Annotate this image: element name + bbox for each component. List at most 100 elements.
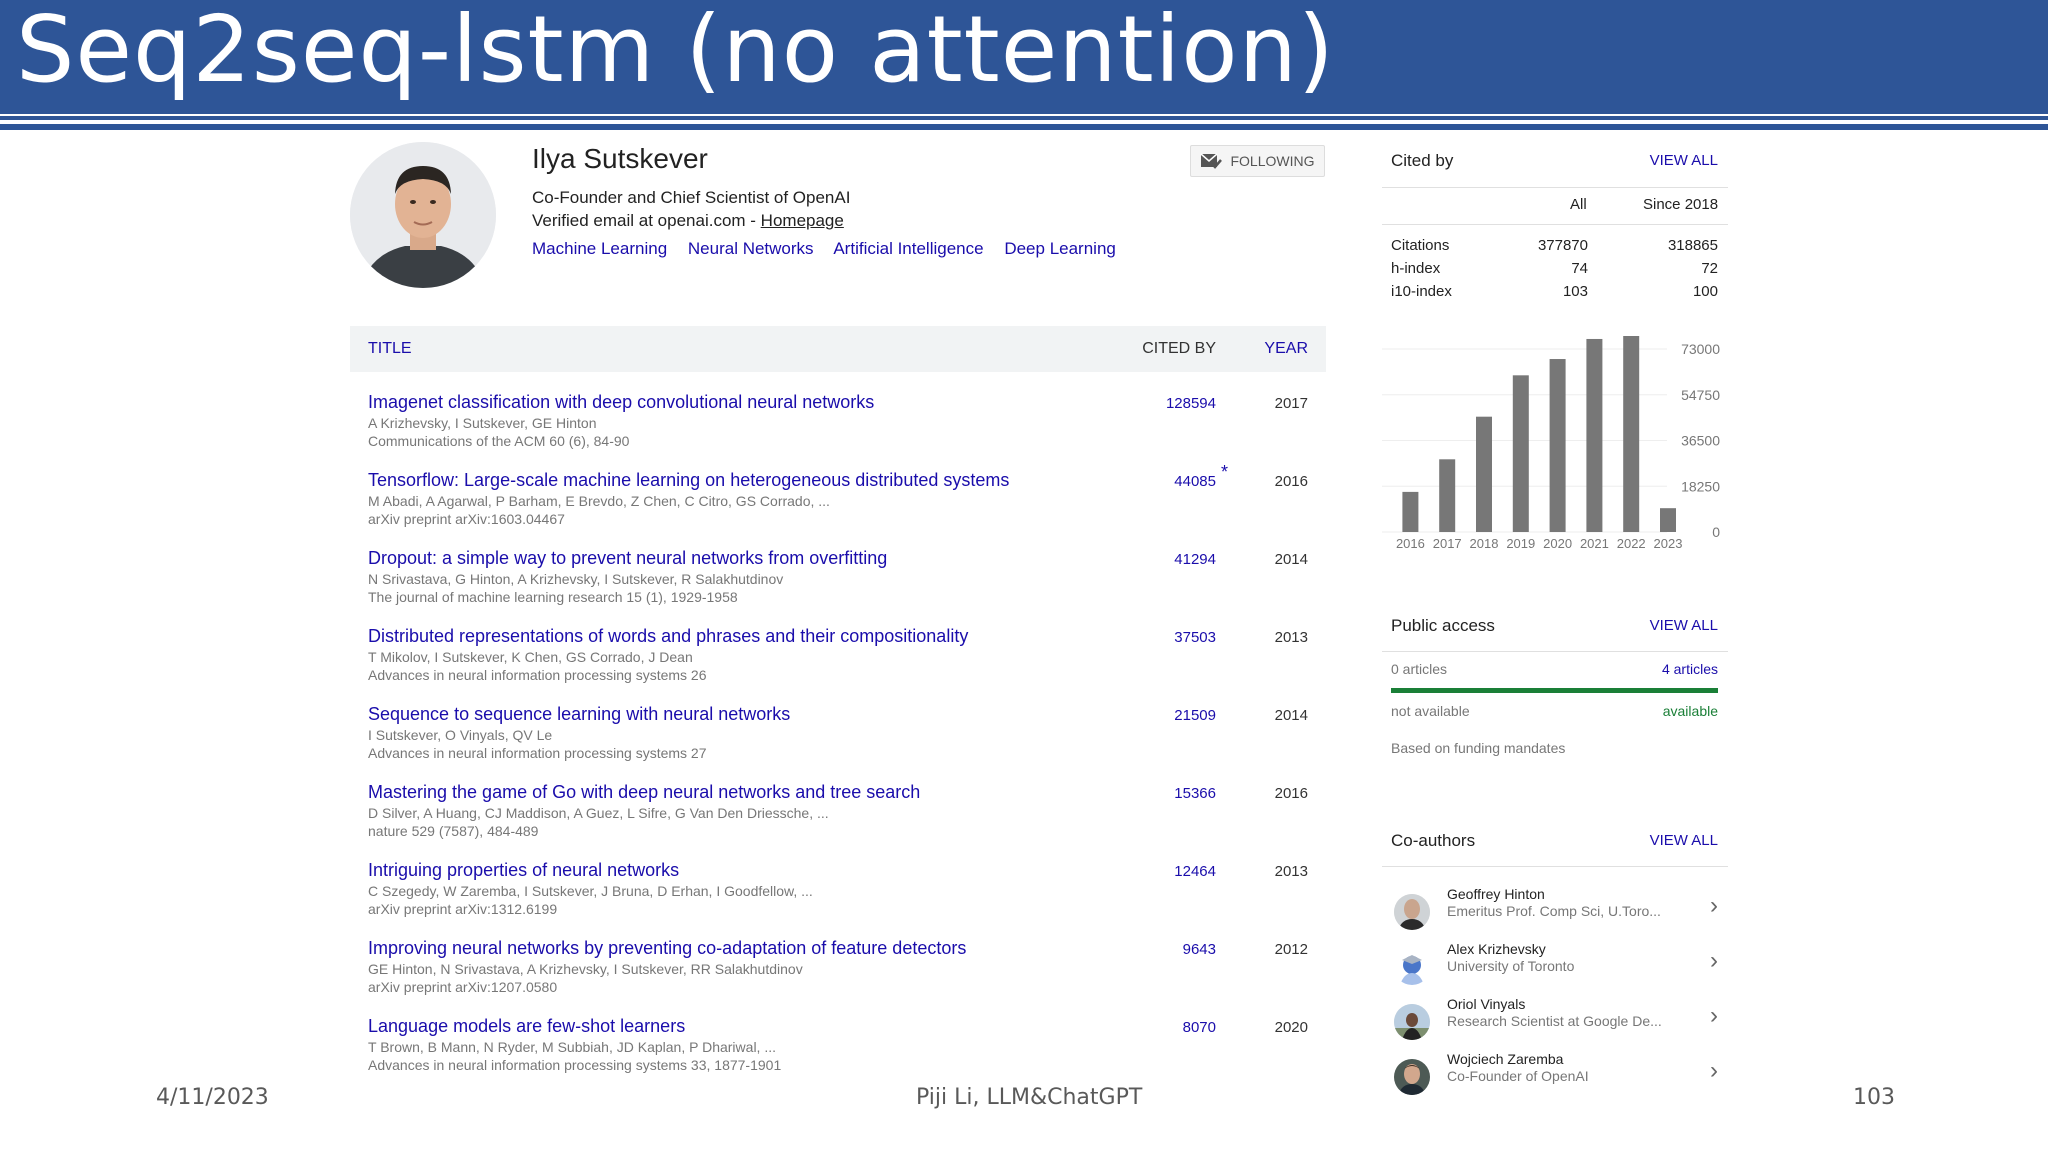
article-venue: arXiv preprint arXiv:1312.6199 [368,901,558,917]
chart-bar[interactable] [1402,491,1419,532]
y-tick-label: 54750 [1681,387,1720,403]
cited-by-count[interactable]: 41294 [1174,551,1216,568]
coauthor-item[interactable]: Oriol Vinyals Research Scientist at Goog… [1382,996,1728,1051]
interest-link[interactable]: Machine Learning [532,239,668,258]
table-header: TITLE CITED BY YEAR [350,326,1326,372]
divider [1382,866,1728,867]
article-title-link[interactable]: Tensorflow: Large-scale machine learning… [368,470,1010,490]
col-title-header[interactable]: TITLE [368,340,412,357]
table-row: Mastering the game of Go with deep neura… [350,782,1326,860]
x-tick-label: 2016 [1396,536,1425,551]
table-row: Language models are few-shot learners T B… [350,1016,1326,1094]
avatar [1394,949,1430,985]
cited-by-count[interactable]: 128594 [1165,395,1216,412]
coauthor-affiliation: University of Toronto [1447,958,1575,974]
public-access-bar [1391,688,1718,693]
metric-all: 74 [1571,260,1588,277]
col-cited-header[interactable]: CITED BY [1142,340,1216,357]
chart-bar[interactable] [1512,375,1529,532]
cited-by-title: Cited by [1391,151,1454,170]
slide-date: 4/11/2023 [156,1085,269,1110]
coauthors-title: Co-authors [1391,831,1476,850]
pa-right-count[interactable]: 4 articles [1661,661,1718,677]
pa-left-count[interactable]: 0 articles [1391,661,1448,677]
chart-bar[interactable] [1476,416,1492,532]
article-authors: T Brown, B Mann, N Ryder, M Subbiah, JD … [368,1039,776,1055]
coauthors-view-all[interactable]: VIEW ALL [1649,832,1718,849]
metric-label: Citations [1391,237,1450,254]
article-venue: Communications of the ACM 60 (6), 84-90 [368,433,630,449]
chart-bar[interactable] [1549,359,1566,532]
cited-by-count[interactable]: 21509 [1174,707,1216,724]
chart-bar[interactable] [1660,508,1676,532]
homepage-link[interactable]: Homepage [760,211,844,230]
cited-by-count[interactable]: 15366 [1174,785,1216,802]
metric-since: 100 [1692,283,1718,300]
divider [1382,651,1728,652]
cited-by-count[interactable]: 9643 [1182,941,1216,958]
follow-button[interactable]: FOLLOWING [1190,145,1325,177]
cited-by-count[interactable]: 8070 [1182,1019,1216,1036]
article-year: 2020 [1274,1019,1308,1036]
article-authors: A Krizhevsky, I Sutskever, GE Hinton [368,415,597,431]
interest-link[interactable]: Neural Networks [687,239,814,258]
article-venue: Advances in neural information processin… [368,1057,782,1073]
metric-label: i10-index [1391,283,1452,300]
article-authors: GE Hinton, N Srivastava, A Krizhevsky, I… [368,961,803,977]
interest-link[interactable]: Artificial Intelligence [833,239,984,258]
interest-link[interactable]: Deep Learning [1004,239,1116,258]
title-rule-thick [0,124,2048,130]
x-tick-label: 2021 [1580,536,1609,551]
slide-title: Seq2seq-lstm (no attention) [16,0,1335,103]
article-title-link[interactable]: Sequence to sequence learning with neura… [368,704,791,724]
article-year: 2014 [1274,551,1308,568]
article-title-link[interactable]: Distributed representations of words and… [368,626,969,646]
col-all: All [1570,196,1587,213]
article-title-link[interactable]: Mastering the game of Go with deep neura… [368,782,921,802]
coauthor-name: Alex Krizhevsky [1447,941,1546,957]
article-title-link[interactable]: Dropout: a simple way to prevent neural … [368,548,888,568]
table-row: Improving neural networks by preventing … [350,938,1326,1016]
avatar [1394,1059,1430,1095]
cited-by-view-all[interactable]: VIEW ALL [1649,152,1718,169]
article-year: 2013 [1274,863,1308,880]
email-text: Verified email at openai.com - [532,211,761,230]
coauthor-item[interactable]: Geoffrey Hinton Emeritus Prof. Comp Sci,… [1382,886,1728,941]
article-title-link[interactable]: Imagenet classification with deep convol… [368,392,875,412]
follow-label: FOLLOWING [1230,153,1315,169]
article-venue: Advances in neural information processin… [368,667,707,683]
col-year-header[interactable]: YEAR [1264,340,1308,357]
x-tick-label: 2018 [1470,536,1499,551]
chevron-right-icon: › [1710,1057,1718,1084]
chart-bar[interactable] [1586,338,1603,532]
profile-email: Verified email at openai.com - Homepage [532,211,844,231]
divider [1382,224,1728,225]
article-year: 2017 [1274,395,1308,412]
article-year: 2013 [1274,629,1308,646]
table-row: Tensorflow: Large-scale machine learning… [350,462,1326,548]
cited-by-count[interactable]: 44085 [1174,473,1216,490]
metric-all: 377870 [1537,237,1588,254]
article-title-link[interactable]: Improving neural networks by preventing … [368,938,967,958]
cited-by-count[interactable]: 12464 [1174,863,1216,880]
coauthor-name: Oriol Vinyals [1447,996,1526,1012]
y-tick-label: 0 [1712,524,1720,540]
article-authors: D Silver, A Huang, CJ Maddison, A Guez, … [368,805,829,821]
table-row: Imagenet classification with deep convol… [350,392,1326,470]
coauthor-item[interactable]: Alex Krizhevsky University of Toronto › [1382,941,1728,996]
profile-affiliation: Co-Founder and Chief Scientist of OpenAI [532,188,851,207]
chart-bar[interactable] [1439,459,1456,532]
article-title-link[interactable]: Intriguing properties of neural networks [368,860,680,880]
article-title-link[interactable]: Language models are few-shot learners [368,1016,686,1036]
slide-title-bar: Seq2seq-lstm (no attention) [0,0,2048,114]
cited-by-count[interactable]: 37503 [1174,629,1216,646]
public-access-view-all[interactable]: VIEW ALL [1649,617,1718,634]
chart-bar[interactable] [1623,336,1640,532]
pa-note: Based on funding mandates [1391,740,1566,756]
slide-page-number: 103 [1853,1085,1895,1110]
col-since: Since 2018 [1643,196,1719,213]
coauthor-item[interactable]: Wojciech Zaremba Co-Founder of OpenAI › [1382,1051,1728,1106]
coauthor-name: Geoffrey Hinton [1447,886,1545,902]
article-venue: arXiv preprint arXiv:1207.0580 [368,979,558,995]
avatar [1394,1004,1430,1040]
